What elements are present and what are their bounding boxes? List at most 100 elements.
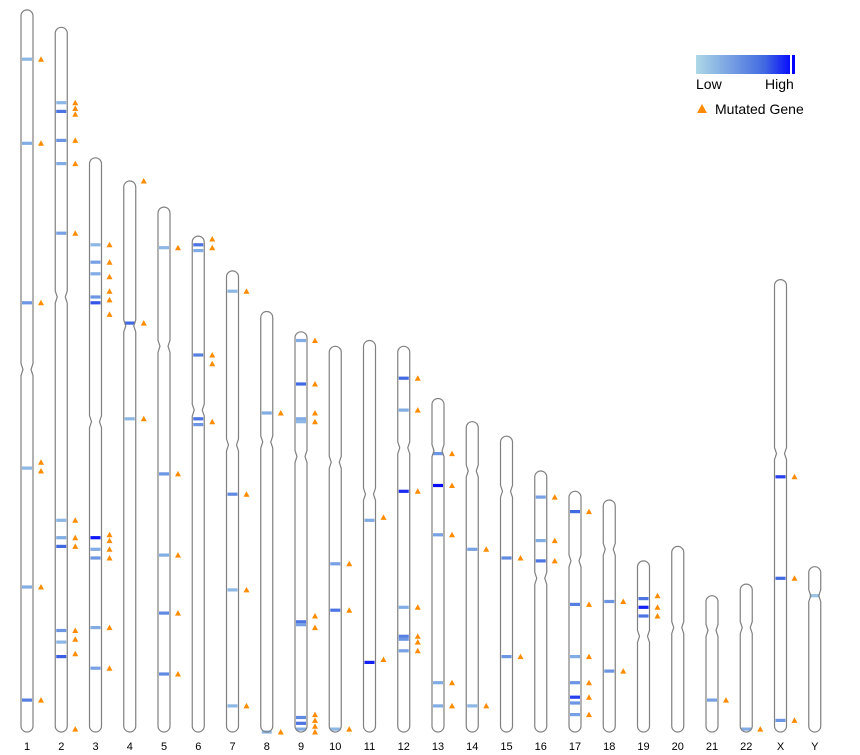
chromosome-3 <box>88 157 103 733</box>
chr-10-mutation-2 <box>346 726 353 732</box>
chr-12-mutation-3 <box>414 604 421 610</box>
chr-17-band-4 <box>570 695 580 699</box>
chr-19-band-0 <box>638 597 649 601</box>
chr-6-band-1 <box>193 249 204 253</box>
chr-10-band-2 <box>330 727 341 731</box>
chromosome-22 <box>739 583 753 733</box>
chr-14-band-1 <box>467 704 478 708</box>
chr-2-mutation-3 <box>72 137 79 143</box>
chr-label-15: 15 <box>500 741 512 753</box>
chr-17-band-5 <box>570 701 580 705</box>
chr-1-mutation-2 <box>38 299 44 306</box>
chr-label-19: 19 <box>637 741 649 753</box>
chr-label-11: 11 <box>364 741 375 753</box>
chromosome-14 <box>465 421 479 733</box>
chr-1-mutation-6 <box>38 697 44 703</box>
chr-label-22: 22 <box>740 741 752 753</box>
chromosome-1 <box>20 9 34 733</box>
chr-9-band-6 <box>296 715 306 720</box>
legend-gradient-bar <box>696 55 794 74</box>
chr-13-band-2 <box>433 533 443 537</box>
chr-6-band-0 <box>193 243 204 247</box>
chr-X-mutation-1 <box>791 575 798 581</box>
chr-17-mutation-2 <box>586 653 592 660</box>
chromosome-21 <box>705 595 719 733</box>
chr-7-mutation-3 <box>243 702 250 709</box>
chr-12-mutation-5 <box>414 639 421 645</box>
chr-label-17: 17 <box>569 741 581 753</box>
chr-6-band-4 <box>193 423 204 427</box>
chr-18-mutation-1 <box>620 668 627 674</box>
chr-13-mutation-0 <box>449 450 455 457</box>
chr-17-mutation-1 <box>586 601 592 607</box>
legend-gradient-tip <box>792 55 795 74</box>
chr-6-mutation-3 <box>209 360 216 367</box>
chr-label-16: 16 <box>535 741 547 753</box>
chr-7-band-2 <box>227 588 238 592</box>
chromosome-11 <box>362 339 377 733</box>
chr-label-12: 12 <box>398 741 410 753</box>
chr-21-mutation-0 <box>723 697 729 703</box>
chr-2-band-10 <box>56 655 67 659</box>
chr-label-2: 2 <box>58 741 64 753</box>
chr-17-band-0 <box>570 510 580 514</box>
chr-label-6: 6 <box>195 741 201 753</box>
chr-2-band-7 <box>56 544 67 548</box>
chr-17-mutation-4 <box>586 694 592 700</box>
chr-label-9: 9 <box>298 741 304 753</box>
chr-4-band-1 <box>124 417 135 421</box>
chr-18-band-1 <box>604 669 615 673</box>
chr-X-band-2 <box>775 718 786 722</box>
chr-3-mutation-7 <box>106 537 113 544</box>
chr-label-10: 10 <box>329 741 341 753</box>
chr-1-mutation-3 <box>38 459 44 465</box>
chr-3-mutation-5 <box>106 311 113 317</box>
chromosome-20 <box>671 545 685 733</box>
chr-6-mutation-4 <box>209 418 216 425</box>
chr-13-mutation-2 <box>449 531 455 538</box>
chr-9-mutation-8 <box>312 723 318 729</box>
chr-15-mutation-1 <box>517 653 524 660</box>
chr-3-mutation-1 <box>106 259 113 265</box>
chr-21-band-0 <box>707 698 717 702</box>
chromosome-7 <box>225 270 240 733</box>
chr-5-mutation-2 <box>175 552 181 558</box>
chr-2-band-5 <box>56 518 67 522</box>
chr-4-mutation-1 <box>140 320 147 326</box>
chr-12-mutation-6 <box>414 647 421 654</box>
chr-13-band-0 <box>433 452 443 456</box>
chromosome-9 <box>294 331 308 733</box>
chr-17-band-3 <box>570 681 580 685</box>
chr-14-band-0 <box>467 547 478 551</box>
chromosome-6 <box>191 235 205 733</box>
chr-12-band-2 <box>398 489 409 493</box>
chr-13-mutation-3 <box>449 679 455 686</box>
chr-22-band-0 <box>741 727 752 731</box>
chr-label-5: 5 <box>161 741 167 753</box>
chr-16-mutation-1 <box>551 537 558 544</box>
chr-19-mutation-0 <box>654 592 661 599</box>
chr-label-14: 14 <box>466 741 478 753</box>
chr-label-20: 20 <box>672 741 684 753</box>
chr-9-mutation-1 <box>312 381 318 387</box>
chr-11-mutation-1 <box>380 656 387 662</box>
chr-label-3: 3 <box>92 741 98 753</box>
chromosome-8 <box>260 310 274 733</box>
chr-19-mutation-1 <box>654 604 661 610</box>
chr-15-band-0 <box>501 556 512 560</box>
chr-8-mutation-0 <box>277 410 284 416</box>
chr-6-mutation-1 <box>209 244 216 251</box>
chr-4-mutation-0 <box>140 178 147 184</box>
chr-9-band-8 <box>296 727 306 731</box>
chr-2-mutation-4 <box>72 160 79 167</box>
chr-17-mutation-5 <box>586 711 592 718</box>
chr-1-band-3 <box>22 466 32 470</box>
mutated-gene-icon <box>697 104 707 113</box>
chr-3-mutation-4 <box>106 296 113 303</box>
chr-12-mutation-4 <box>414 633 421 639</box>
chr-X-band-0 <box>775 475 786 479</box>
chr-5-band-3 <box>159 611 169 615</box>
chr-1-band-4 <box>22 585 32 589</box>
chr-label-X: X <box>777 741 785 753</box>
